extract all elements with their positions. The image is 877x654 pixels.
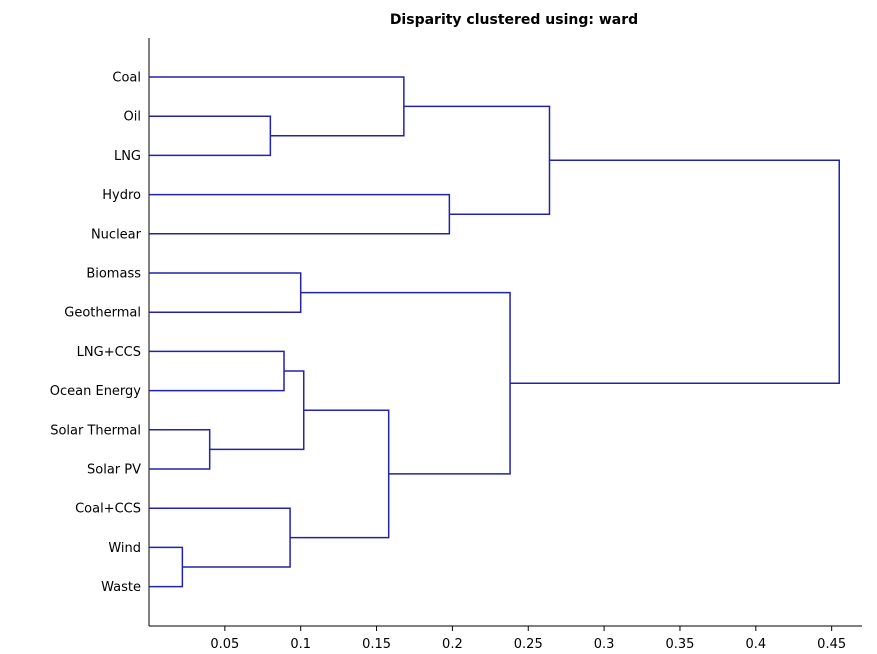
cluster-link-m11 bbox=[300, 291, 511, 475]
cluster-link-m4 bbox=[149, 350, 285, 392]
x-tick-label: 0.2 bbox=[442, 637, 463, 652]
leaf-label: Geothermal bbox=[64, 306, 141, 321]
cluster-link-m8 bbox=[290, 409, 390, 539]
leaf-label: LNG bbox=[114, 149, 141, 164]
x-tick-label: 0.35 bbox=[665, 637, 694, 652]
x-tick-label: 0.45 bbox=[817, 637, 846, 652]
leaf-label: Solar Thermal bbox=[50, 423, 141, 438]
leaf-label: Wind bbox=[108, 541, 141, 556]
leaf-label: Coal+CCS bbox=[75, 502, 141, 517]
chart-title: Disparity clustered using: ward bbox=[390, 12, 638, 28]
leaf-label: Ocean Energy bbox=[50, 384, 142, 399]
cluster-link-m9 bbox=[149, 76, 405, 137]
cluster-link-m5 bbox=[149, 507, 291, 568]
cluster-link-m1 bbox=[149, 546, 184, 588]
x-tick-label: 0.15 bbox=[362, 637, 391, 652]
x-tick-label: 0.4 bbox=[745, 637, 766, 652]
leaf-label: Coal bbox=[112, 71, 141, 86]
leaf-label: Nuclear bbox=[91, 227, 142, 242]
leaf-label: Waste bbox=[101, 580, 141, 595]
leaf-label: Biomass bbox=[86, 267, 141, 282]
dendrogram-links bbox=[149, 76, 840, 588]
x-tick-label: 0.3 bbox=[594, 637, 615, 652]
cluster-link-m3 bbox=[149, 115, 272, 157]
leaf-label: Oil bbox=[124, 110, 141, 125]
cluster-link-m2 bbox=[149, 429, 211, 470]
cluster-link-m6 bbox=[149, 272, 302, 313]
x-tick-label: 0.1 bbox=[290, 637, 311, 652]
cluster-link-m13 bbox=[510, 159, 840, 384]
cluster-link-m7 bbox=[209, 370, 305, 451]
x-tick-label: 0.25 bbox=[514, 637, 543, 652]
leaf-label: LNG+CCS bbox=[77, 345, 141, 360]
cluster-link-m12 bbox=[403, 105, 551, 215]
leaf-label: Solar PV bbox=[87, 463, 141, 478]
cluster-link-m10 bbox=[149, 193, 451, 235]
x-axis-ticks: 0.05 0.1 0.15 0.2 0.25 0.3 0.35 0.4 0.45 bbox=[210, 626, 846, 652]
leaf-labels: Coal Oil LNG Hydro Nuclear Biomass Geothermal L… bbox=[50, 71, 142, 596]
leaf-label: Hydro bbox=[102, 188, 141, 203]
x-tick-label: 0.05 bbox=[210, 637, 239, 652]
